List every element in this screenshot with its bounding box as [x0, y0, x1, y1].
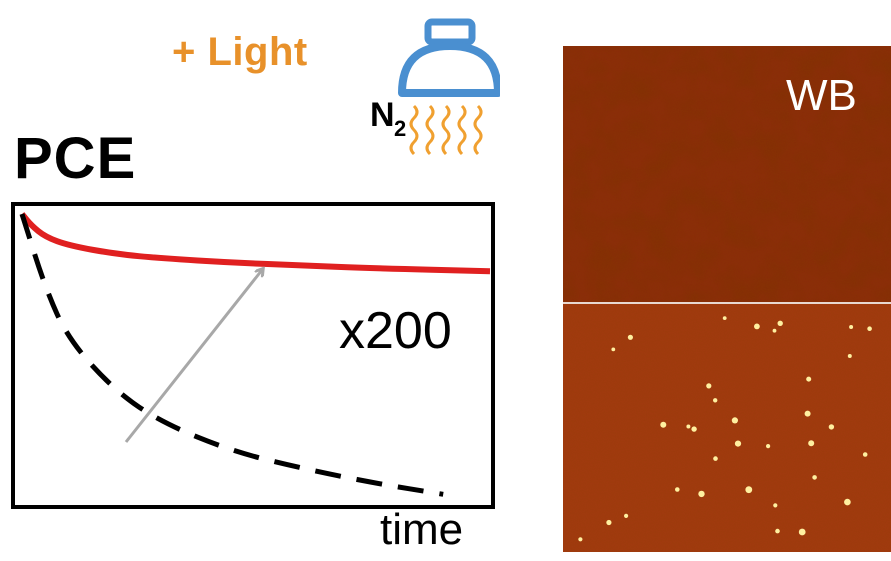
particle-dot: [798, 528, 806, 536]
gas-label: N: [370, 96, 395, 134]
particle-dot: [745, 486, 753, 494]
plot-frame: [11, 202, 495, 509]
series-layer: [19, 212, 491, 497]
particle-dot: [849, 325, 854, 329]
particle-dot: [611, 347, 616, 352]
particle-dot: [731, 417, 738, 424]
stabilized-pce-line: [19, 212, 491, 275]
particle-dot: [624, 513, 629, 518]
x-axis-label: time: [380, 505, 464, 554]
improvement-arrow: [124, 270, 262, 443]
particle-dot: [847, 354, 852, 358]
particle-dot: [808, 440, 815, 447]
particle-dot: [862, 452, 868, 457]
particle-dot: [777, 320, 783, 326]
particle-dot: [713, 456, 718, 461]
particle-dot: [844, 498, 851, 506]
afm-image-panel: [563, 46, 891, 552]
particle-dot: [754, 323, 760, 330]
light-label: + Light: [172, 30, 308, 74]
particle-dot: [713, 398, 718, 403]
particle-dot: [675, 487, 680, 492]
particle-dot: [766, 444, 771, 449]
particle-dot: [775, 528, 780, 534]
lamp-icon: N 2: [370, 18, 500, 156]
particle-dot: [804, 410, 811, 417]
particle-dot: [867, 326, 872, 332]
particle-dot: [806, 376, 812, 382]
improvement-factor: x200: [339, 302, 452, 360]
particle-dot: [722, 316, 727, 320]
particle-dot: [660, 421, 667, 428]
particle-dot: [772, 328, 777, 333]
particle-dot: [698, 490, 705, 498]
afm-particles: [578, 316, 872, 542]
particle-dot: [734, 440, 742, 447]
image-label: WB: [786, 71, 857, 120]
degraded-pce-line: [19, 213, 444, 497]
gas-subscript: 2: [394, 116, 406, 141]
particle-dot: [627, 334, 633, 340]
heat-waves-icon: [409, 104, 483, 156]
afm-image: [563, 46, 891, 552]
particle-dot: [691, 426, 697, 432]
particle-dot: [686, 424, 691, 429]
particle-dot: [706, 383, 712, 389]
particle-dot: [773, 503, 778, 508]
particle-dot: [606, 519, 612, 526]
chart-title: PCE: [14, 126, 137, 191]
particle-dot: [828, 424, 835, 430]
particle-dot: [812, 475, 817, 480]
particle-dot: [578, 537, 583, 542]
